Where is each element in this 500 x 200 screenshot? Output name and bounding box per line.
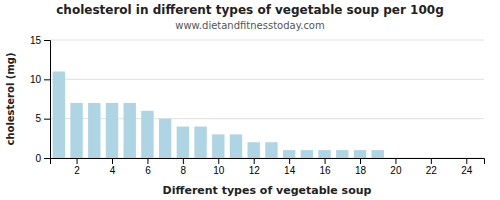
y-tick-mark	[44, 119, 50, 120]
x-tick-mark	[395, 158, 396, 164]
bar	[336, 150, 348, 158]
bar	[283, 150, 295, 158]
bar	[372, 150, 384, 158]
x-tick: 22	[426, 158, 438, 176]
x-tick: 18	[355, 158, 367, 176]
bar	[212, 134, 224, 158]
x-tick-label: 16	[320, 165, 332, 176]
bar	[230, 134, 242, 158]
x-tick-label: 12	[249, 165, 261, 176]
bars	[53, 71, 384, 158]
y-tick-mark	[44, 79, 50, 80]
x-axis: 24681012141618202224	[51, 158, 485, 176]
x-axis-title: Different types of vegetable soup	[163, 184, 372, 197]
x-tick-label: 20	[390, 165, 402, 176]
y-tick-label: 15	[30, 35, 42, 46]
x-tick-mark	[431, 158, 432, 164]
x-tick-mark	[466, 158, 467, 164]
y-tick: 10	[30, 74, 50, 85]
x-tick-label: 10	[213, 165, 225, 176]
grid-line	[50, 40, 484, 41]
y-tick: 15	[30, 35, 50, 46]
x-tick: 8	[181, 158, 187, 176]
y-tick-mark	[44, 40, 50, 41]
bar	[70, 103, 82, 158]
x-tick: 12	[249, 158, 261, 176]
bar	[265, 142, 277, 158]
x-tick: 4	[110, 158, 116, 176]
chart: cholesterol in different types of vegeta…	[0, 0, 500, 200]
x-tick-label: 24	[461, 165, 473, 176]
x-tick: 6	[145, 158, 151, 176]
x-tick: 24	[461, 158, 473, 176]
x-tick: 14	[284, 158, 296, 176]
x-tick-mark	[112, 158, 113, 164]
y-tick: 5	[35, 113, 50, 124]
bar	[106, 103, 118, 158]
x-tick: 2	[74, 158, 80, 176]
x-tick-label: 4	[110, 165, 116, 176]
y-tick-label: 5	[35, 113, 41, 124]
x-tick-label: 22	[426, 165, 438, 176]
x-tick: 16	[320, 158, 332, 176]
y-tick-mark	[44, 158, 50, 159]
grid	[50, 40, 484, 158]
x-tick: 10	[213, 158, 225, 176]
bar	[159, 119, 171, 158]
x-tick-mark	[289, 158, 290, 164]
bar	[194, 127, 206, 158]
bar	[88, 103, 100, 158]
x-tick-mark	[360, 158, 361, 164]
x-tick-mark	[254, 158, 255, 164]
x-tick-mark	[218, 158, 219, 164]
y-tick-label: 0	[35, 153, 41, 164]
x-tick-mark	[325, 158, 326, 164]
x-tick-mark	[77, 158, 78, 164]
bar	[124, 103, 136, 158]
bar	[301, 150, 313, 158]
bar	[318, 150, 330, 158]
x-tick-mark	[147, 158, 148, 164]
grid-line	[50, 79, 484, 80]
bar	[248, 142, 260, 158]
x-tick-label: 14	[284, 165, 296, 176]
bar	[53, 71, 65, 158]
plot: 24681012141618202224051015	[30, 35, 485, 176]
x-tick-mark	[183, 158, 184, 164]
bar	[177, 127, 189, 158]
title: cholesterol in different types of vegeta…	[56, 3, 444, 17]
x-tick-label: 8	[181, 165, 187, 176]
y-axis-line	[44, 41, 51, 159]
x-tick-label: 18	[355, 165, 367, 176]
bar	[141, 111, 153, 158]
x-axis-line	[51, 159, 485, 165]
subtitle: www.dietandfitnesstoday.com	[175, 20, 324, 31]
x-tick: 20	[390, 158, 402, 176]
bar	[354, 150, 366, 158]
y-axis: 0 5 10 15	[30, 35, 51, 164]
y-axis-title: cholesterol (mg)	[5, 52, 16, 145]
x-tick-label: 2	[74, 165, 80, 176]
y-tick: 0	[35, 153, 50, 164]
x-tick-label: 6	[145, 165, 151, 176]
y-tick-label: 10	[30, 74, 42, 85]
